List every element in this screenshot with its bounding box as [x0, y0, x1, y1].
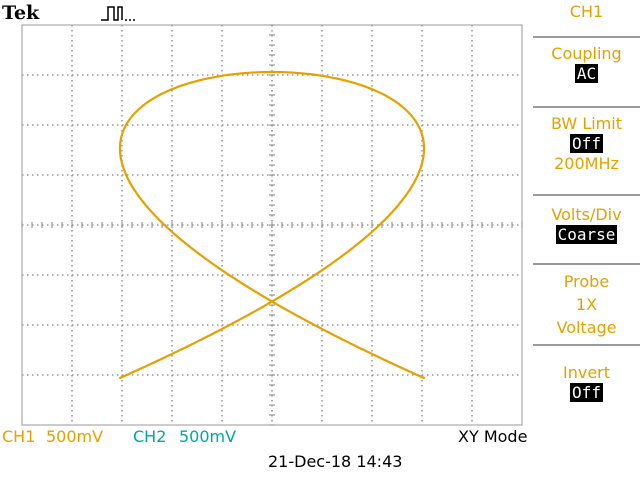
ch1-menu: CH1 Coupling AC BW Limit Off 200MHz Volt… [533, 0, 640, 426]
ch1-status-label: CH1 [2, 427, 36, 446]
probe-type: Voltage [556, 318, 617, 337]
ch2-status-label: CH2 [133, 427, 167, 446]
invert-menu-item[interactable]: Invert Off [533, 344, 640, 412]
bw-limit-menu-item[interactable]: BW Limit Off 200MHz [533, 106, 640, 190]
menu-title: CH1 [569, 2, 604, 21]
ch1-scale: 500mV [46, 427, 104, 446]
ch2-scale: 500mV [179, 427, 237, 446]
invert-label: Invert [562, 363, 611, 382]
volts-div-value: Coarse [555, 225, 618, 244]
brand-logo: Tek [2, 2, 40, 24]
bw-limit-label: BW Limit [551, 114, 622, 133]
timebase-mode: XY Mode [458, 427, 528, 446]
date-time: 21-Dec-18 14:43 [268, 452, 403, 471]
coupling-label: Coupling [551, 44, 622, 63]
volts-div-label: Volts/Div [551, 205, 622, 224]
coupling-menu-item[interactable]: Coupling AC [533, 36, 640, 100]
pulse-icon [101, 6, 135, 21]
bw-limit-freq: 200MHz [554, 154, 619, 173]
xy-trace [118, 70, 426, 380]
probe-label: Probe [563, 272, 610, 291]
invert-value: Off [570, 383, 603, 402]
volts-div-menu-item[interactable]: Volts/Div Coarse [533, 194, 640, 258]
center-ticks [21, 24, 523, 426]
probe-menu-item[interactable]: Probe 1X Voltage [533, 263, 640, 345]
bw-limit-value: Off [570, 134, 603, 153]
probe-attenuation: 1X [575, 295, 598, 314]
coupling-value: AC [574, 64, 599, 83]
